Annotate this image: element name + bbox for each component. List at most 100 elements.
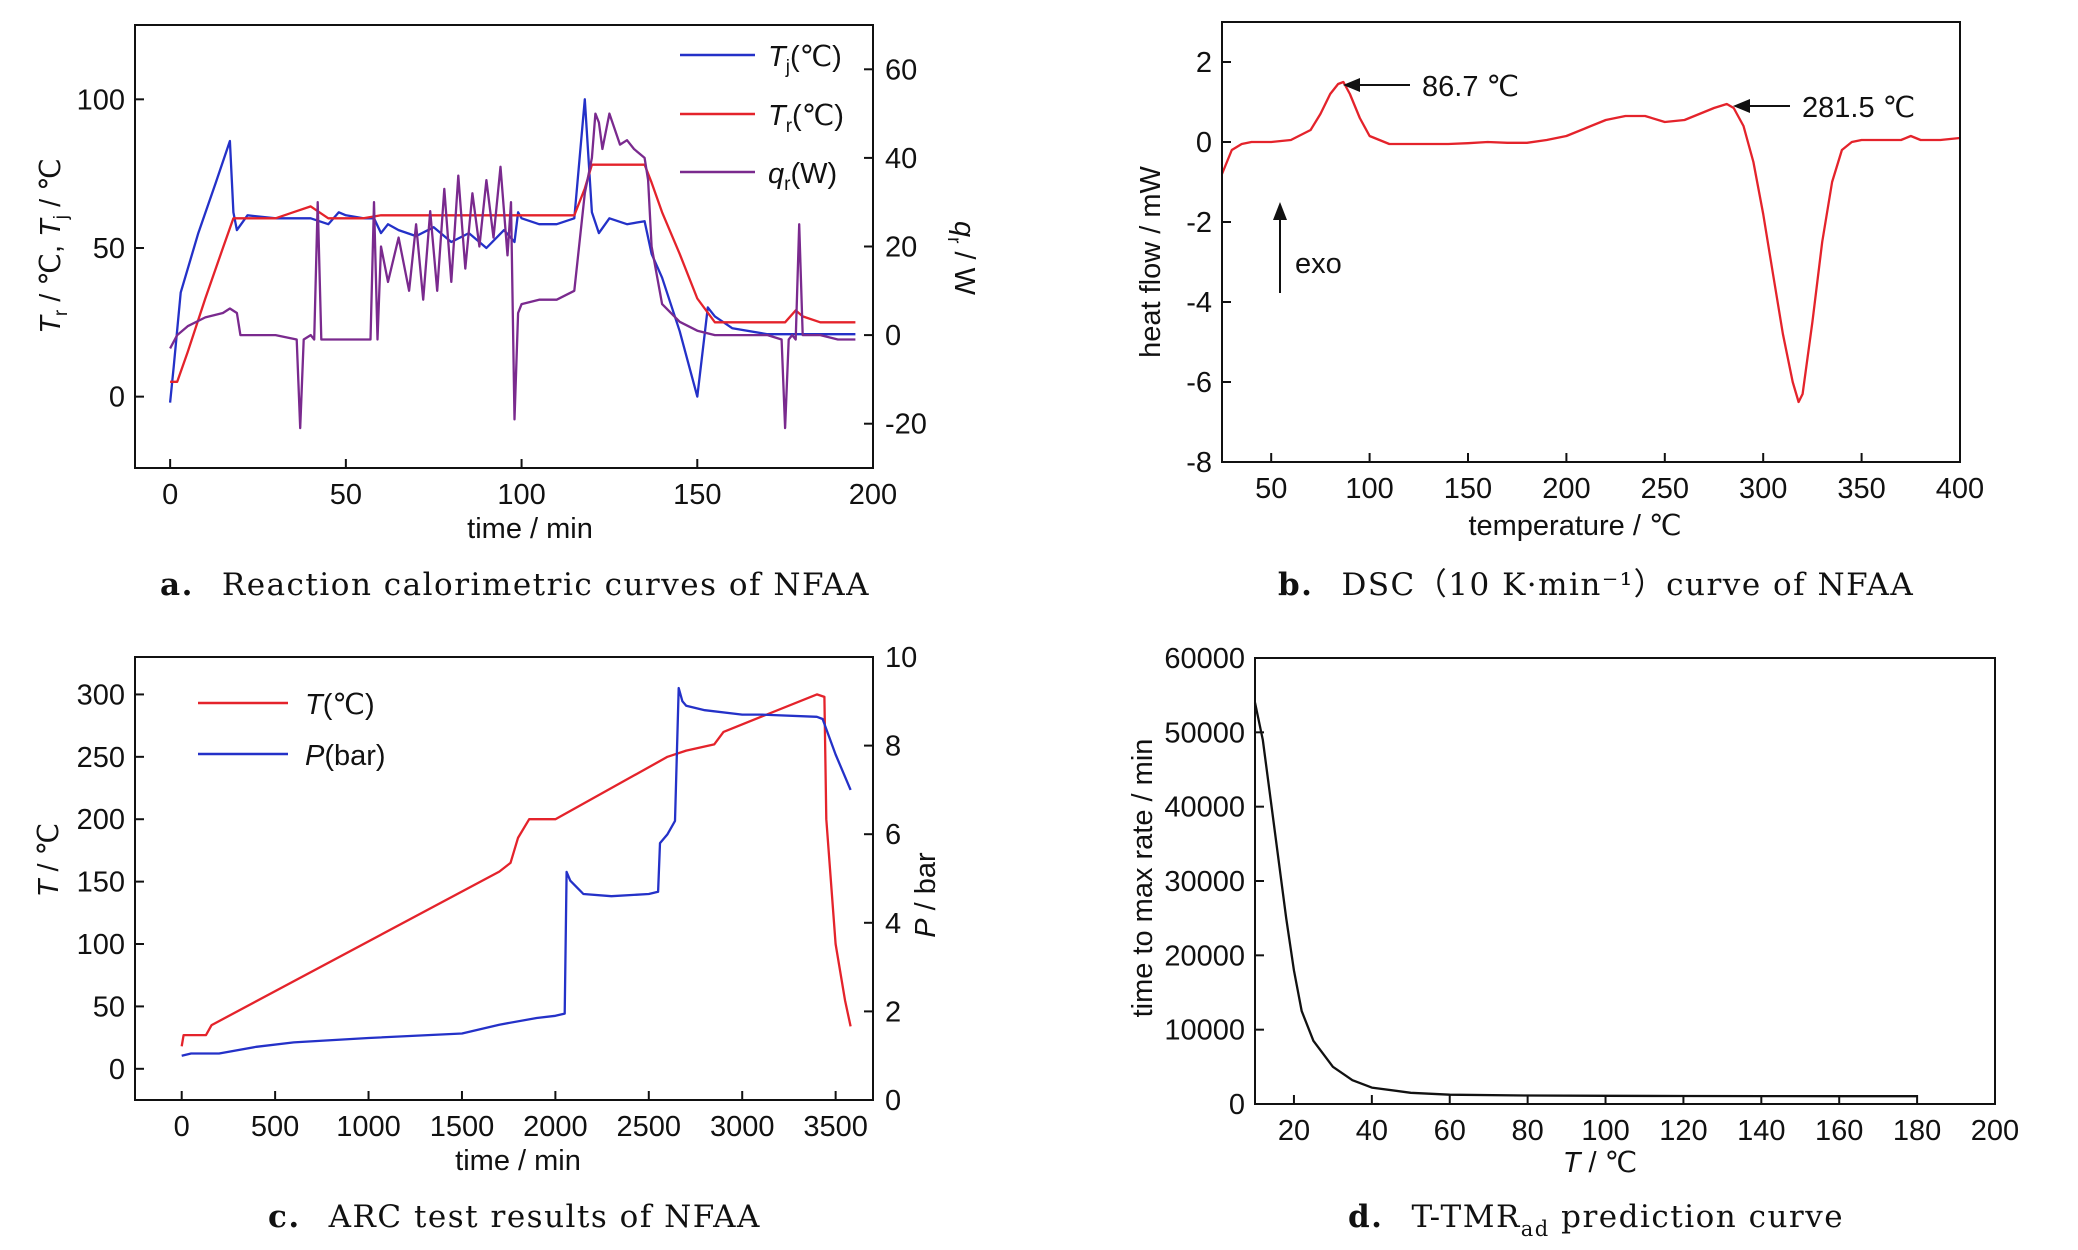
panel-d-frame	[1254, 657, 1996, 1105]
x-tick-label: 80	[1511, 1115, 1543, 1147]
panel-c-caption: c. ARC test results of NFAA	[268, 1199, 761, 1235]
x-tick-label: 150	[1444, 473, 1492, 505]
x-tick-label: 120	[1659, 1115, 1707, 1147]
y-tick-label: 300	[77, 679, 125, 711]
x-tick-label: 200	[1542, 473, 1590, 505]
panel-c-plot	[180, 686, 852, 1057]
panel-b-y-ticks: -8 -6 -4 -2 0 2	[1186, 47, 1231, 479]
series-line-temperature	[180, 693, 852, 1047]
y-tick-label: 200	[77, 804, 125, 836]
y-tick-label: 2	[1196, 47, 1212, 79]
panel-a: 0 50 100 150 200 0 50 100 -20 0 20 40 60 time / mi…	[35, 24, 980, 603]
series-line-qr	[169, 112, 856, 430]
panel-c-x-ticks: 0 500 1000 1500 2000 2500 3000 3500	[174, 1091, 868, 1143]
panel-b-y-axis-label: heat flow / mW	[1135, 165, 1167, 357]
exo-arrowhead	[1273, 202, 1287, 220]
x-tick-label: 140	[1737, 1115, 1785, 1147]
x-tick-label: 2000	[523, 1111, 588, 1143]
panel-b: 50 100 150 200 250 300 350 400 -8 -6 -4 -2 0 2 tempe…	[1135, 21, 1984, 603]
y-tick-label: 50	[93, 991, 125, 1023]
y-tick-label-right: 4	[885, 908, 901, 940]
y-tick-label: -6	[1186, 367, 1212, 399]
panel-b-x-ticks: 50 100 150 200 250 300 350 400	[1255, 453, 1984, 505]
panel-d-caption: d. T-TMRad prediction curve	[1348, 1199, 1844, 1241]
y-tick-label: 50	[93, 233, 125, 265]
y-tick-label: 100	[77, 929, 125, 961]
x-tick-label: 250	[1641, 473, 1689, 505]
series-line-tmr	[1253, 702, 1918, 1098]
y-tick-label: 10000	[1164, 1015, 1245, 1047]
x-tick-label: 60	[1434, 1115, 1466, 1147]
x-tick-label: 1500	[430, 1111, 495, 1143]
y-tick-label: 0	[109, 1054, 125, 1086]
panel-c-y-ticks-right: 0 2 4 6 8 10	[864, 642, 917, 1117]
y-tick-label-right: 6	[885, 819, 901, 851]
y-tick-label: -8	[1186, 447, 1212, 479]
y-tick-label: 40000	[1164, 792, 1245, 824]
panel-a-x-axis-label: time / min	[467, 513, 593, 545]
annotation-exo: exo	[1295, 248, 1342, 280]
x-tick-label: 200	[1971, 1115, 2019, 1147]
panel-a-y-axis-label-right: qr / W	[943, 221, 980, 296]
y-tick-label-right: 10	[885, 642, 917, 674]
panel-a-y-axis-label-left: Tr / ℃, Tj / ℃	[35, 158, 72, 334]
x-tick-label: 100	[1581, 1115, 1629, 1147]
panel-a-legend: Tj(℃) Tr(℃) qr(W)	[680, 41, 844, 195]
x-tick-label: 3000	[710, 1111, 775, 1143]
panel-b-x-axis-label: temperature / ℃	[1468, 510, 1681, 542]
annotation-arrowhead-peak2	[1733, 99, 1750, 113]
annotation-peak2: 281.5 ℃	[1802, 92, 1915, 124]
annotation-arrowhead-peak1	[1343, 78, 1360, 92]
panel-a-y-ticks-right: -20 0 20 40 60	[864, 54, 927, 441]
y-tick-label-right: 8	[885, 731, 901, 763]
y-tick-label: 0	[1196, 127, 1212, 159]
y-tick-label-right: 20	[885, 232, 917, 264]
x-tick-label: 300	[1739, 473, 1787, 505]
panel-d: 20 40 60 80 100 120 140 160 180 200 0 10000 20000 30…	[1127, 643, 2019, 1241]
x-tick-label: 150	[673, 479, 721, 511]
legend-label-tr: Tr(℃)	[768, 100, 844, 137]
x-tick-label: 20	[1278, 1115, 1310, 1147]
panel-a-plot	[168, 98, 856, 430]
legend-label-qr: qr(W)	[768, 158, 837, 195]
panel-a-y-ticks-left: 0 50 100	[77, 84, 144, 414]
panel-c: 0 500 1000 1500 2000 2500 3000 3500 05010015020…	[33, 642, 942, 1235]
y-tick-label-right: 40	[885, 143, 917, 175]
y-tick-label: 50000	[1164, 717, 1245, 749]
y-tick-label: 100	[77, 84, 125, 116]
series-line-dsc	[1220, 80, 1961, 404]
series-line-tr	[170, 163, 856, 383]
x-tick-label: 160	[1815, 1115, 1863, 1147]
x-tick-label: 1000	[336, 1111, 401, 1143]
y-tick-label: 0	[109, 382, 125, 414]
x-tick-label: 0	[162, 479, 178, 511]
x-tick-label: 400	[1936, 473, 1984, 505]
panel-c-x-axis-label: time / min	[455, 1145, 581, 1177]
series-line-pressure	[181, 686, 852, 1057]
y-tick-label-right: 0	[885, 320, 901, 352]
panel-d-plot	[1253, 702, 1918, 1098]
panel-a-frame	[134, 24, 874, 469]
panel-c-frame	[134, 656, 874, 1101]
panel-c-y-ticks-left: 0 50 100 150 200 250 300	[77, 679, 144, 1086]
y-tick-label: -4	[1186, 287, 1212, 319]
series-line-tj	[168, 98, 856, 403]
y-tick-label: -2	[1186, 207, 1212, 239]
x-tick-label: 40	[1356, 1115, 1388, 1147]
y-tick-label-right: -20	[885, 409, 927, 441]
panel-d-x-ticks: 20 40 60 80 100 120 140 160 180 200	[1278, 1095, 2019, 1147]
panel-d-y-ticks: 0 10000 20000 30000 40000 50000 60000	[1164, 643, 1264, 1121]
y-tick-label: 20000	[1164, 940, 1245, 972]
legend-label-p: P(bar)	[305, 740, 386, 772]
x-tick-label: 0	[174, 1111, 190, 1143]
x-tick-label: 500	[251, 1111, 299, 1143]
x-tick-label: 50	[1255, 473, 1287, 505]
legend-label-t: T(℃)	[305, 689, 375, 721]
panel-b-frame	[1221, 21, 1961, 463]
x-tick-label: 180	[1893, 1115, 1941, 1147]
panel-b-plot	[1220, 80, 1961, 404]
y-tick-label-right: 0	[885, 1085, 901, 1117]
panel-c-y-axis-label-right: P / bar	[910, 852, 942, 938]
y-tick-label-right: 2	[885, 996, 901, 1028]
